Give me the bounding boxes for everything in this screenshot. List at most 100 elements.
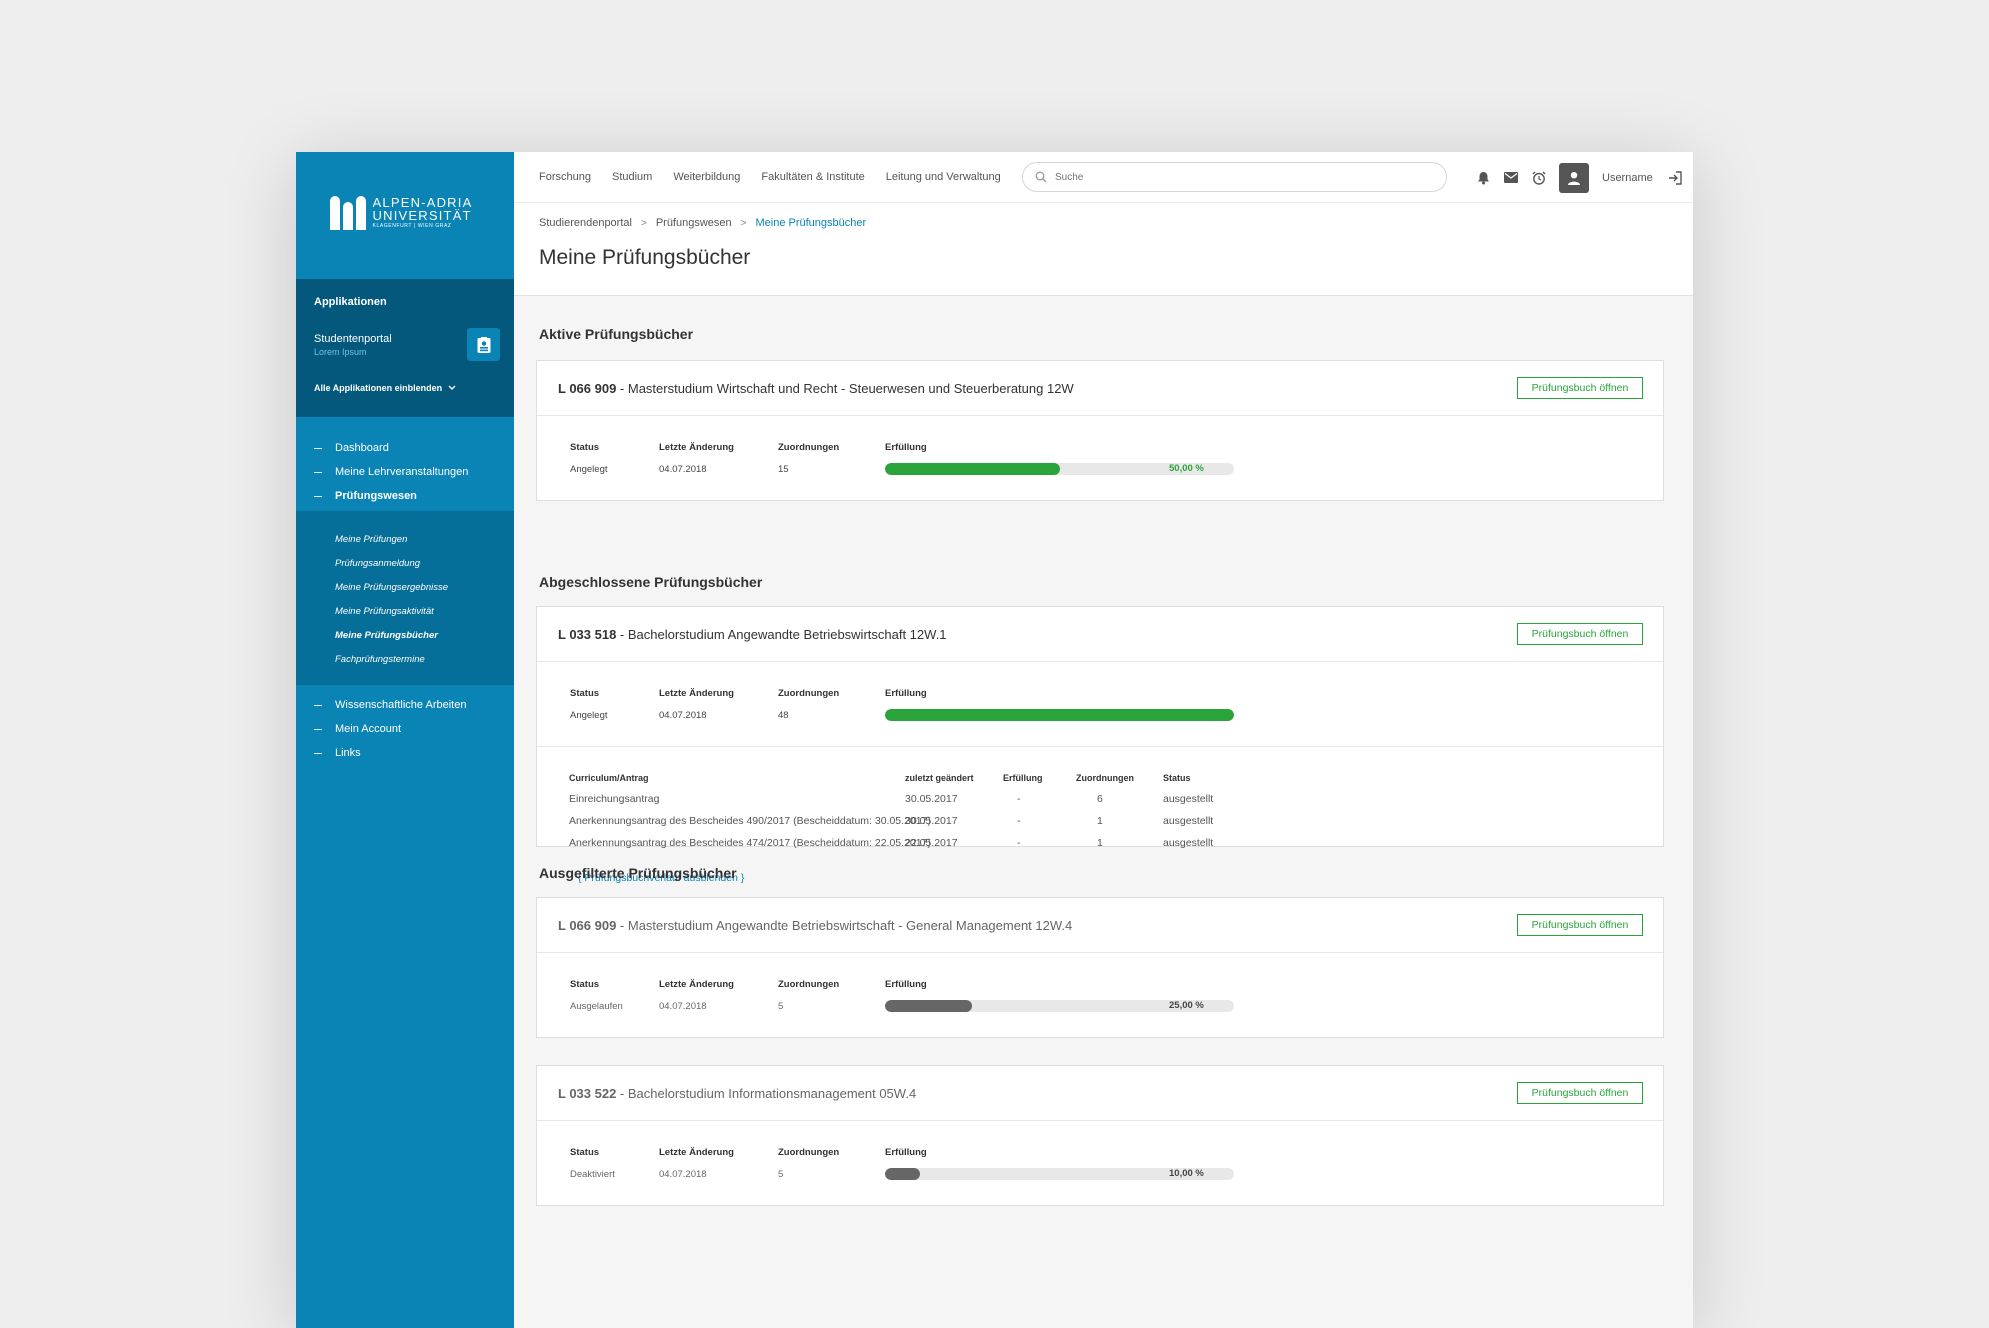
nav-item-pruefungswesen[interactable]: Prüfungswesen: [296, 484, 514, 508]
logo-line-3: KLAGENFURT | WIEN GRAZ: [372, 223, 452, 229]
section-title-filtered: Ausgefilterte Prüfungsbücher: [539, 865, 737, 881]
top-navigation: Forschung Studium Weiterbildung Fakultät…: [539, 171, 1001, 183]
logo[interactable]: ALPEN-ADRIA UNIVERSITÄT KLAGENFURT | WIE…: [296, 152, 514, 279]
main-navigation: Dashboard Meine Lehrveranstaltungen Prüf…: [296, 417, 514, 765]
current-application[interactable]: Studentenportal Lorem Ipsum: [314, 328, 500, 361]
subnav-item-pruefungsbuecher[interactable]: Meine Prüfungsbücher: [335, 629, 438, 641]
history-header-status: Status: [1163, 773, 1191, 783]
page-header: Studierendenportal > Prüfungswesen > Mei…: [514, 203, 1693, 296]
topnav-weiterbildung[interactable]: Weiterbildung: [673, 171, 741, 183]
show-all-applications[interactable]: Alle Applikationen einblenden: [314, 383, 500, 393]
exam-book-title: L 066 909 - Masterstudium Angewandte Bet…: [558, 917, 1073, 933]
history-cell-fulfilment: -: [1017, 793, 1021, 805]
history-cell-name: Einreichungsantrag: [569, 793, 660, 805]
history-cell-fulfilment: -: [1017, 837, 1021, 849]
notifications-button[interactable]: [1469, 163, 1497, 193]
nav-item-label: Dashboard: [335, 442, 389, 454]
hide-history-link[interactable]: { Prüfungsbuchverlauf ausblenden }: [578, 872, 745, 884]
nav-item-links[interactable]: Links: [296, 741, 514, 765]
show-all-applications-label: Alle Applikationen einblenden: [314, 383, 443, 393]
exam-book-card: L 066 909 - Masterstudium Wirtschaft und…: [536, 360, 1664, 501]
breadcrumb-item-portal[interactable]: Studierendenportal: [539, 217, 632, 229]
open-exam-book-button[interactable]: Prüfungsbuch öffnen: [1517, 914, 1643, 936]
status-label: Status: [570, 442, 600, 453]
nav-item-lehrveranstaltungen[interactable]: Meine Lehrveranstaltungen: [296, 460, 514, 484]
breadcrumb-item-current: Meine Prüfungsbücher: [755, 217, 867, 229]
username[interactable]: Username: [1602, 171, 1653, 184]
assignments-value: 15: [778, 464, 789, 475]
history-header-changed: zuletzt geändert: [905, 773, 974, 783]
logo-line-2: UNIVERSITÄT: [372, 208, 472, 223]
subnav-item-meine-pruefungen[interactable]: Meine Prüfungen: [335, 533, 408, 545]
exam-book-card: L 066 909 - Masterstudium Angewandte Bet…: [536, 897, 1664, 1038]
university-logo-icon: [329, 195, 368, 230]
nav-item-dashboard[interactable]: Dashboard: [296, 436, 514, 460]
current-application-name: Studentenportal: [314, 332, 392, 345]
mail-icon: [1504, 172, 1518, 183]
history-header-fulfilment: Erfüllung: [1003, 773, 1043, 783]
fulfilment-label: Erfüllung: [885, 1147, 927, 1158]
history-cell-assignments: 1: [1097, 815, 1103, 827]
changed-label: Letzte Änderung: [659, 979, 734, 990]
history-cell-name: Anerkennungsantrag des Bescheides 490/20…: [569, 815, 931, 827]
nav-item-mein-account[interactable]: Mein Account: [296, 717, 514, 741]
top-bar: Forschung Studium Weiterbildung Fakultät…: [514, 152, 1693, 203]
open-exam-book-button[interactable]: Prüfungsbuch öffnen: [1517, 623, 1643, 645]
history-cell-date: 30.05.2017: [905, 793, 958, 805]
logout-button[interactable]: [1665, 168, 1685, 188]
changed-label: Letzte Änderung: [659, 1147, 734, 1158]
history-cell-date: 30.05.2017: [905, 815, 958, 827]
history-cell-status: ausgestellt: [1163, 837, 1214, 849]
fulfilment-progress-bar: [885, 1168, 1234, 1180]
history-cell-assignments: 1: [1097, 837, 1103, 849]
breadcrumb-item-pruefungswesen[interactable]: Prüfungswesen: [655, 217, 732, 229]
search-icon: [1035, 171, 1047, 183]
history-cell-date: 22.05.2017: [905, 837, 958, 849]
subnav-item-pruefungsanmeldung[interactable]: Prüfungsanmeldung: [335, 557, 421, 569]
avatar[interactable]: [1559, 162, 1589, 193]
search-box[interactable]: [1022, 162, 1447, 192]
subnav-item-pruefungsergebnisse[interactable]: Meine Prüfungsergebnisse: [335, 581, 449, 593]
breadcrumb-chevron-icon: >: [740, 217, 747, 229]
section-title-completed: Abgeschlossene Prüfungsbücher: [539, 574, 763, 590]
alarm-button[interactable]: [1525, 163, 1553, 193]
exam-book-card: L 033 518 - Bachelorstudium Angewandte B…: [536, 606, 1664, 884]
status-value: Angelegt: [570, 710, 608, 721]
fulfilment-progress-bar: [885, 709, 1234, 721]
topnav-studium[interactable]: Studium: [611, 171, 653, 183]
history-cell-status: ausgestellt: [1163, 793, 1214, 805]
topnav-forschung[interactable]: Forschung: [539, 171, 591, 183]
exam-book-history: Curriculum/Antrag zuletzt geändert Erfül…: [537, 746, 1663, 909]
subnav-item-fachpruefungstermine[interactable]: Fachprüfungstermine: [335, 653, 425, 665]
top-actions: Username: [1469, 152, 1685, 203]
assignments-value: 48: [778, 710, 789, 721]
assignments-label: Zuordnungen: [778, 979, 840, 990]
assignments-value: 5: [778, 1169, 784, 1180]
application-button[interactable]: [467, 328, 500, 361]
nav-item-wissenschaftliche-arbeiten[interactable]: Wissenschaftliche Arbeiten: [296, 693, 514, 717]
topnav-leitung[interactable]: Leitung und Verwaltung: [885, 171, 1001, 183]
fulfilment-progress-bar: [885, 463, 1234, 475]
status-label: Status: [570, 1147, 600, 1158]
search-input[interactable]: [1055, 171, 1415, 183]
status-value: Deaktiviert: [570, 1169, 615, 1180]
exam-book-card: L 033 522 - Bachelorstudium Informations…: [536, 1065, 1664, 1206]
open-exam-book-button[interactable]: Prüfungsbuch öffnen: [1517, 377, 1643, 399]
applications-panel: Applikationen Studentenportal Lorem Ipsu…: [296, 279, 514, 417]
changed-value: 04.07.2018: [659, 1169, 707, 1180]
assignments-value: 5: [778, 1001, 784, 1012]
messages-button[interactable]: [1497, 163, 1525, 193]
fulfilment-label: Erfüllung: [885, 442, 927, 453]
changed-label: Letzte Änderung: [659, 688, 734, 699]
nav-item-label: Mein Account: [335, 723, 402, 735]
exam-book-title: L 033 518 - Bachelorstudium Angewandte B…: [558, 626, 947, 642]
open-exam-book-button[interactable]: Prüfungsbuch öffnen: [1517, 1082, 1643, 1104]
exam-book-title: L 066 909 - Masterstudium Wirtschaft und…: [558, 380, 1074, 396]
history-cell-status: ausgestellt: [1163, 815, 1214, 827]
history-cell-fulfilment: -: [1017, 815, 1021, 827]
subnav-item-pruefungsaktivitaet[interactable]: Meine Prüfungsaktivität: [335, 605, 434, 617]
fulfilment-percent: 25,00 %: [1169, 1000, 1204, 1011]
topnav-fakultaeten[interactable]: Fakultäten & Institute: [761, 171, 865, 183]
nav-item-label: Links: [335, 747, 361, 759]
user-icon: [1568, 171, 1580, 185]
